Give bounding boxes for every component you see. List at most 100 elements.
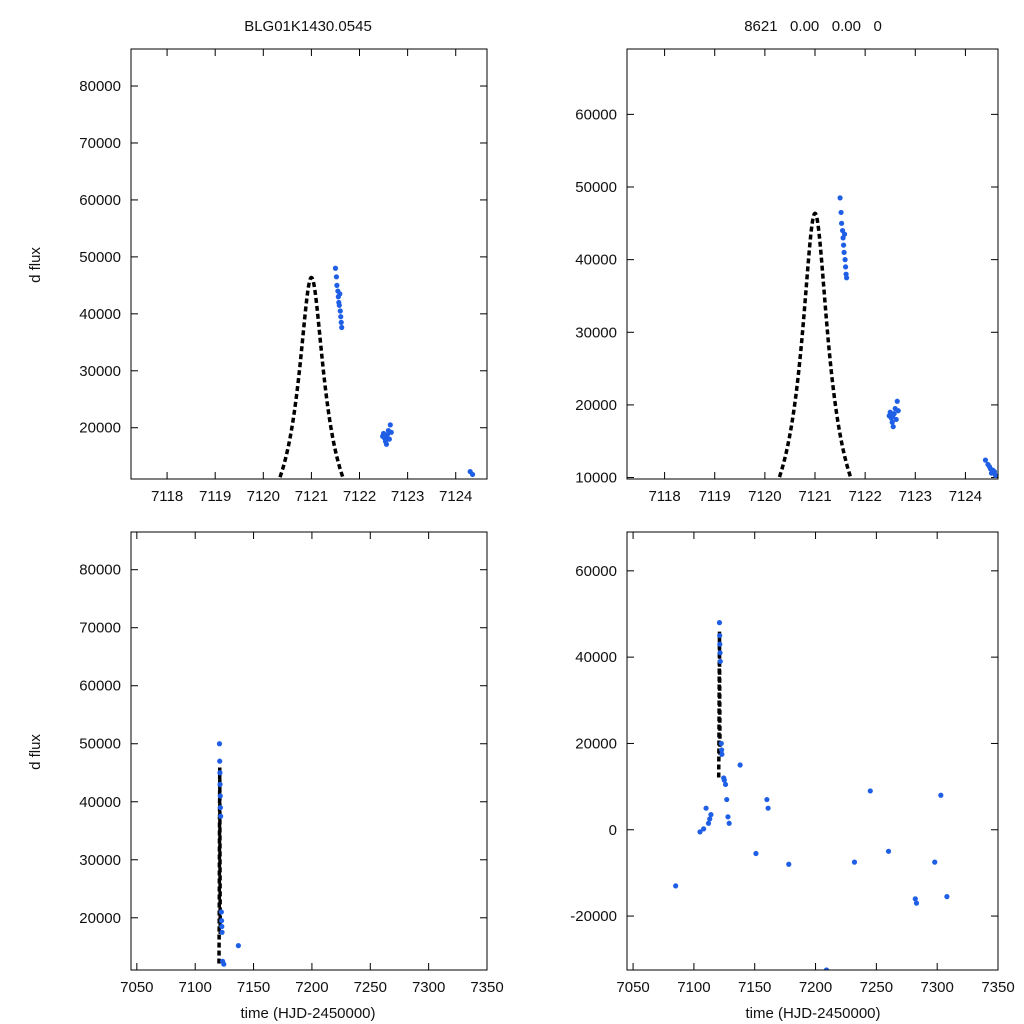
bottom-left-xtick-label-6: 7350: [470, 979, 503, 996]
top-right-data-point: [988, 470, 995, 476]
bottom-right-data-point: [717, 632, 723, 639]
top-right-data-point: [992, 472, 998, 478]
top-right-data-point: [840, 242, 847, 248]
top-right-data-point: [982, 457, 989, 463]
bottom-right-data-point: [725, 814, 731, 820]
left-panel-title: BLG01K1430.0545: [244, 18, 372, 35]
bottom-left-data-point: [218, 909, 224, 915]
bottom-right-data-point: [673, 883, 679, 889]
top-left-ytick-label-6: 80000: [79, 78, 121, 95]
bottom-left-xtick-label-5: 7300: [412, 979, 445, 996]
top-right-data-point: [890, 413, 896, 420]
bottom-left-panel: 7050 7100 7150 7200 7250 7300 7350 20000 30000 40…: [79, 531, 504, 996]
bottom-left-data-point: [220, 958, 226, 964]
top-left-data-point: [388, 429, 394, 435]
top-left-xtick-label-3: 7121: [295, 488, 328, 505]
top-right-xtick-label-4: 7122: [848, 488, 881, 505]
top-left-xtick-label-2: 7120: [247, 488, 280, 505]
bottom-left-ytick-label-2: 40000: [79, 794, 121, 811]
bottom-right-xtick-label-6: 7350: [981, 979, 1014, 996]
bottom-right-data-point: [705, 820, 712, 826]
bottom-left-xlabel: time (HJD-2450000): [240, 1005, 375, 1022]
bottom-left-xtick-label-1: 7100: [179, 979, 212, 996]
bottom-right-data-point: [912, 896, 918, 902]
top-right-data-point: [893, 416, 899, 423]
top-right-data-point: [894, 398, 900, 404]
bottom-right-ytick-label-0: -20000: [570, 908, 617, 925]
top-right-data-point: [887, 409, 893, 415]
bottom-left-xtick-label-2: 7150: [237, 979, 270, 996]
top-left-xtick-label-0: 7118: [151, 488, 183, 505]
top-left-data-point: [383, 441, 390, 447]
top-left-xtick-label-6: 7124: [439, 488, 472, 505]
top-right-ytick-label-5: 60000: [575, 106, 617, 123]
bottom-left-data-point: [217, 793, 223, 799]
bottom-right-ytick-label-4: 60000: [575, 563, 617, 580]
top-right-data-point: [890, 424, 896, 430]
bottom-left-ytick-label-6: 80000: [79, 562, 121, 579]
top-right-data-point: [986, 464, 993, 470]
bottom-right-panel: 7050 7100 7150 7200 7250 7300 7350 -20000 0 20000…: [570, 531, 1015, 996]
bottom-right-xtick-label-5: 7300: [920, 979, 953, 996]
top-left-xtick-label-1: 7119: [199, 488, 231, 505]
top-right-data-point: [889, 419, 895, 425]
top-right-panel: 7118 7119 7120 7121 7122 7123 7124 10000 20000 30…: [575, 48, 999, 505]
bottom-right-data-point: [716, 620, 723, 626]
bottom-right-xtick-label-1: 7100: [677, 979, 710, 996]
bottom-right-data-point: [722, 781, 729, 788]
top-left-data-point: [383, 434, 389, 440]
bottom-right-data-point: [726, 820, 732, 826]
bottom-right-data-point: [913, 900, 920, 906]
bottom-right-data-point: [708, 812, 714, 818]
top-right-data-point: [895, 408, 901, 414]
top-right-data-point: [838, 220, 845, 226]
bottom-right-axes-frame: [626, 531, 999, 971]
bottom-right-data-point: [719, 751, 725, 757]
top-left-ytick-label-5: 70000: [79, 135, 121, 152]
bottom-left-ytick-label-1: 30000: [79, 852, 121, 869]
top-right-xtick-label-5: 7123: [899, 488, 932, 505]
top-left-ytick-label-4: 60000: [79, 192, 121, 209]
bottom-right-xlabel: time (HJD-2450000): [745, 1005, 880, 1022]
top-right-data-point: [837, 195, 843, 201]
top-left-data-point: [333, 274, 340, 280]
bottom-right-xtick-label-0: 7050: [616, 979, 649, 996]
top-left-xtick-label-4: 7122: [343, 488, 376, 505]
bottom-right-ytick-label-1: 0: [609, 822, 617, 839]
bottom-right-xtick-label-2: 7150: [738, 979, 771, 996]
top-right-xtick-label-6: 7124: [949, 488, 982, 505]
bottom-right-data-point: [697, 829, 703, 835]
top-left-data-point: [334, 282, 340, 288]
bottom-right-data-point: [717, 658, 723, 665]
top-left-ytick-label-0: 20000: [79, 420, 121, 437]
bottom-left-ylabel: d flux: [27, 734, 44, 770]
top-left-xtick-label-5: 7123: [391, 488, 424, 505]
top-right-data-point: [838, 209, 844, 216]
bottom-left-axes-frame: [130, 531, 488, 971]
bottom-right-data-point: [717, 650, 723, 656]
bottom-left-data-point: [235, 943, 241, 949]
bottom-right-data-point: [786, 861, 792, 867]
top-right-ytick-label-3: 40000: [575, 252, 617, 269]
bottom-left-xtick-label-3: 7200: [295, 979, 328, 996]
bottom-left-data-point: [217, 781, 223, 787]
bottom-left-data-point: [219, 929, 225, 935]
top-left-data-point: [338, 319, 344, 325]
top-right-ytick-label-1: 20000: [575, 397, 617, 414]
bottom-right-xtick-label-4: 7250: [860, 979, 893, 996]
bottom-right-data-point: [765, 805, 771, 811]
top-left-axes-frame: [130, 48, 488, 480]
top-right-data-point: [842, 257, 848, 263]
bottom-right-data-point: [885, 848, 892, 854]
bottom-right-ytick-label-2: 20000: [575, 735, 617, 752]
top-left-data-point: [338, 314, 344, 320]
bottom-right-data-point: [867, 788, 873, 794]
bottom-right-data-point: [703, 805, 709, 811]
bottom-left-data-point: [216, 741, 223, 747]
top-left-data-point: [469, 471, 476, 478]
bottom-left-xtick-label-0: 7050: [120, 979, 153, 996]
bottom-right-data-point: [721, 777, 727, 783]
top-left-ylabel: d flux: [27, 247, 44, 283]
